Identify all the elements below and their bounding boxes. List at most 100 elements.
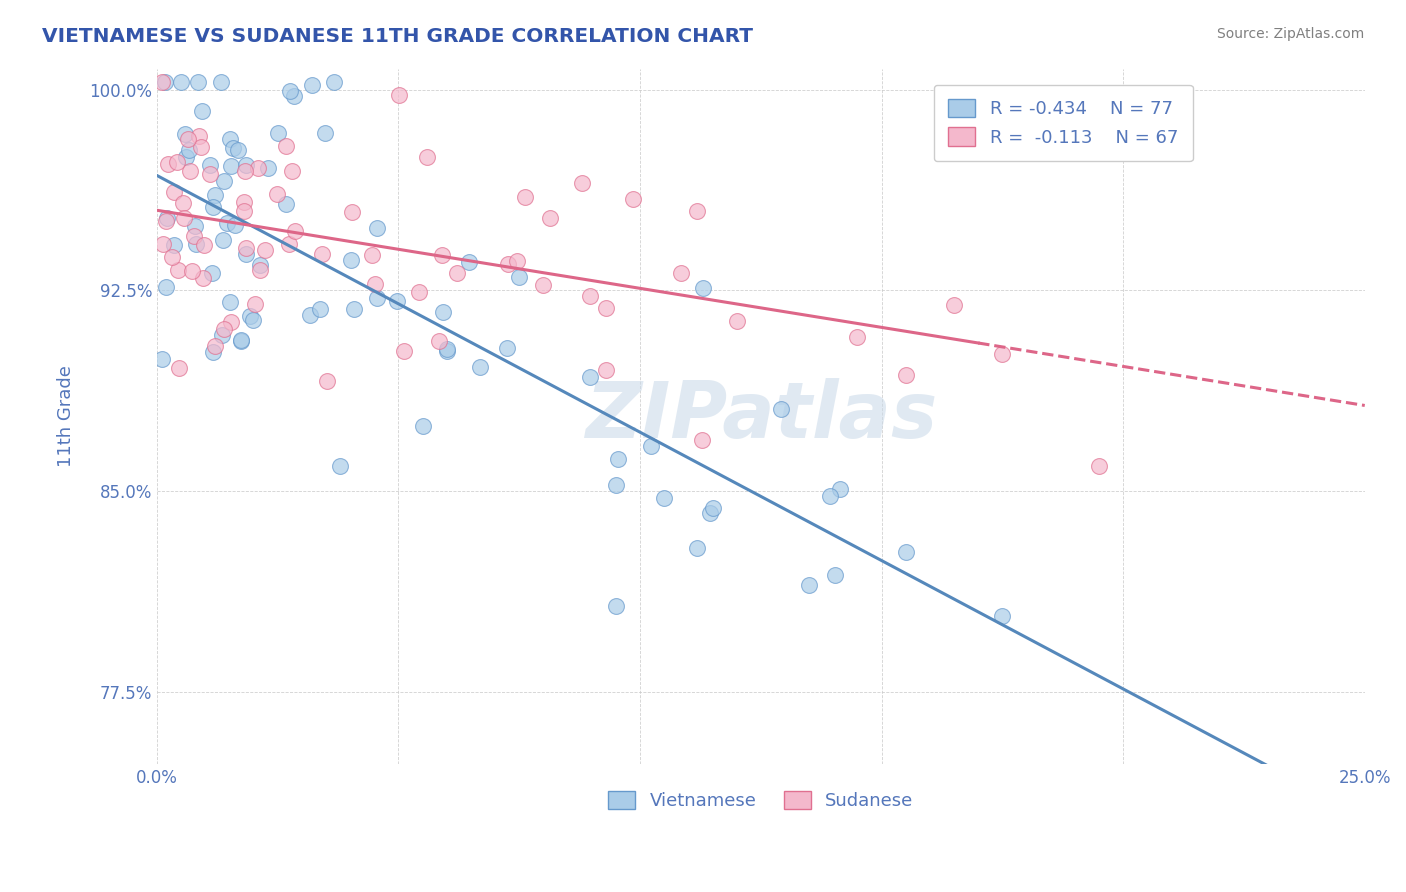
Point	[436, 344, 458, 359]
Point	[515, 189, 537, 203]
Point	[322, 75, 344, 89]
Point	[364, 277, 387, 292]
Point	[392, 343, 415, 358]
Point	[702, 500, 724, 515]
Point	[166, 262, 188, 277]
Point	[183, 219, 205, 233]
Point	[204, 188, 226, 202]
Point	[190, 140, 212, 154]
Text: ZIPatlas: ZIPatlas	[585, 378, 936, 454]
Text: VIETNAMESE VS SUDANESE 11TH GRADE CORRELATION CHART: VIETNAMESE VS SUDANESE 11TH GRADE CORREL…	[42, 27, 754, 45]
Point	[311, 246, 333, 260]
Point	[212, 174, 235, 188]
Point	[253, 243, 276, 257]
Point	[184, 237, 207, 252]
Point	[606, 452, 628, 467]
Point	[177, 143, 200, 157]
Point	[685, 204, 707, 219]
Point	[508, 270, 530, 285]
Point	[156, 157, 179, 171]
Point	[361, 248, 384, 262]
Point	[309, 301, 332, 316]
Point	[173, 128, 195, 142]
Point	[818, 489, 841, 503]
Point	[316, 374, 339, 388]
Point	[329, 459, 352, 474]
Point	[690, 433, 713, 447]
Point	[188, 128, 211, 143]
Point	[828, 482, 851, 496]
Point	[366, 220, 388, 235]
Point	[201, 344, 224, 359]
Point	[1088, 459, 1111, 474]
Point	[991, 608, 1014, 623]
Point	[894, 368, 917, 382]
Point	[233, 194, 256, 209]
Point	[200, 168, 222, 182]
Point	[943, 298, 966, 312]
Point	[170, 75, 193, 89]
Point	[153, 75, 176, 89]
Point	[247, 161, 270, 175]
Point	[388, 87, 411, 102]
Point	[436, 343, 458, 357]
Point	[621, 192, 644, 206]
Point	[229, 334, 252, 349]
Point	[256, 161, 278, 175]
Point	[685, 541, 707, 556]
Point	[229, 333, 252, 347]
Point	[209, 75, 232, 89]
Point	[179, 164, 201, 178]
Point	[280, 164, 302, 178]
Point	[578, 289, 600, 303]
Point	[769, 401, 792, 416]
Point	[242, 313, 264, 327]
Point	[152, 237, 174, 252]
Point	[166, 155, 188, 169]
Point	[191, 104, 214, 119]
Point	[181, 264, 204, 278]
Point	[277, 237, 299, 252]
Point	[222, 141, 245, 155]
Point	[991, 347, 1014, 361]
Y-axis label: 11th Grade: 11th Grade	[58, 365, 75, 467]
Point	[824, 568, 846, 582]
Point	[212, 233, 235, 247]
Text: Source: ZipAtlas.com: Source: ZipAtlas.com	[1216, 27, 1364, 41]
Point	[215, 216, 238, 230]
Point	[187, 75, 209, 89]
Point	[280, 84, 302, 98]
Point	[233, 203, 256, 218]
Point	[183, 228, 205, 243]
Point	[218, 295, 240, 310]
Point	[193, 237, 215, 252]
Point	[605, 599, 627, 613]
Point	[266, 186, 288, 201]
Point	[446, 266, 468, 280]
Point	[235, 246, 257, 260]
Point	[470, 359, 492, 374]
Point	[167, 360, 190, 375]
Point	[233, 163, 256, 178]
Point	[578, 369, 600, 384]
Point	[274, 138, 297, 153]
Point	[314, 126, 336, 140]
Point	[155, 214, 177, 228]
Point	[174, 150, 197, 164]
Point	[342, 301, 364, 316]
Point	[219, 315, 242, 329]
Point	[846, 329, 869, 343]
Point	[283, 89, 305, 103]
Point	[412, 419, 434, 434]
Point	[671, 266, 693, 280]
Point	[249, 262, 271, 277]
Point	[211, 328, 233, 343]
Point	[235, 159, 257, 173]
Point	[155, 280, 177, 294]
Point	[191, 271, 214, 285]
Point	[533, 277, 555, 292]
Point	[366, 291, 388, 305]
Point	[699, 506, 721, 520]
Point	[150, 351, 173, 366]
Point	[342, 205, 364, 219]
